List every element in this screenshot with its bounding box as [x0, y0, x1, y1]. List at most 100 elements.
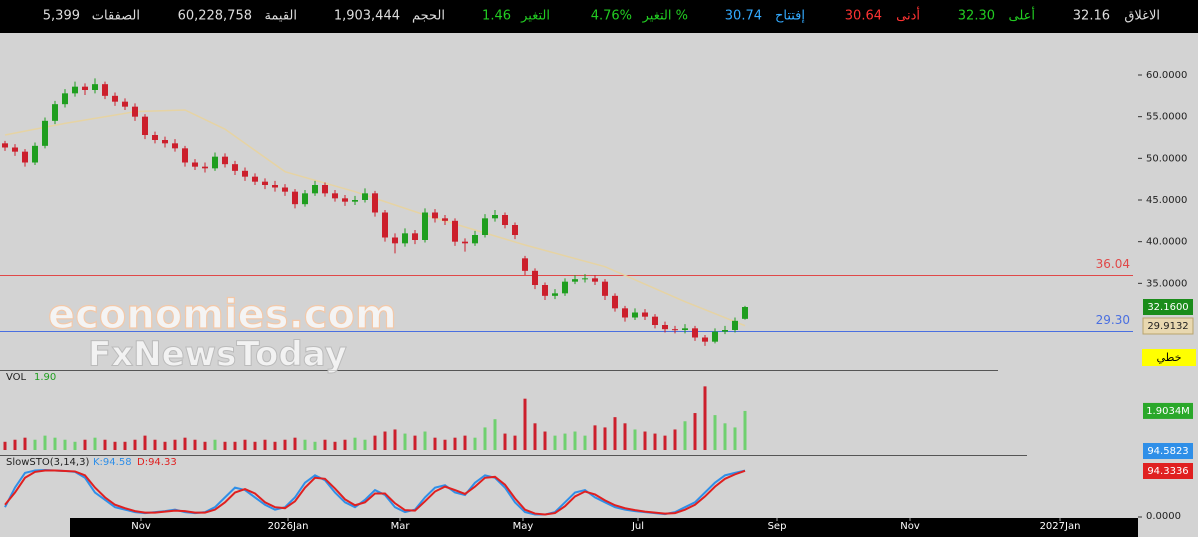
ma-value-box [1142, 317, 1194, 335]
volume-bar [113, 441, 117, 450]
candle-body [272, 185, 278, 188]
candle-body [672, 329, 678, 331]
horizontal-line-label: 36.04 [1096, 257, 1130, 271]
line-style-box[interactable] [1142, 349, 1196, 366]
volume-bar [33, 439, 37, 450]
candle-body [642, 312, 648, 317]
volume-bar [413, 435, 417, 450]
candle-body [122, 101, 128, 107]
candle-body [472, 235, 478, 244]
candle-body [52, 104, 58, 121]
volume-bar [373, 435, 377, 450]
y-tick-label: 40.0000 [1146, 237, 1187, 248]
volume-bar [433, 437, 437, 450]
volume-bar [43, 435, 47, 450]
stochastic-value-label: 94.3336 [1147, 466, 1188, 477]
candle-body [492, 215, 498, 219]
candle-body [92, 84, 98, 90]
volume-bar [603, 427, 607, 450]
candle-body [62, 93, 68, 105]
candle-body [482, 218, 488, 235]
candle-body [292, 191, 298, 205]
candle-body [182, 148, 188, 163]
volume-bar [423, 431, 427, 450]
candle-body [302, 193, 308, 205]
candle-body [192, 162, 198, 167]
volume-bar [273, 441, 277, 450]
candle-body [202, 166, 208, 169]
header-label: الاغلاق [1124, 9, 1160, 24]
stochastic-title: SlowSTO(3,14,3) [6, 457, 89, 468]
candle-body [712, 331, 718, 342]
candle-body [322, 185, 328, 194]
candle-body [152, 135, 158, 140]
header-label: إفتتاح [775, 9, 805, 24]
volume-bar [663, 435, 667, 450]
header-bar [0, 0, 1198, 33]
volume-bar [223, 441, 227, 450]
stochastic-value-box [1143, 443, 1193, 459]
volume-bar [563, 433, 567, 450]
watermark-text: economies.com [48, 292, 397, 338]
candle-body [142, 116, 148, 135]
candle-body [652, 316, 658, 325]
volume-bar [163, 441, 167, 450]
y-tick-label: 60.0000 [1146, 70, 1187, 81]
volume-bar [13, 439, 17, 450]
header-value: 5,399 [43, 9, 80, 24]
volume-bar [653, 433, 657, 450]
header-value: 30.64 [845, 9, 882, 24]
candle-body [172, 143, 178, 149]
candle-body [612, 295, 618, 309]
ma-value-label: 29.9132 [1147, 321, 1188, 332]
volume-bar [213, 439, 217, 450]
candle-body [532, 270, 538, 285]
volume-bar [683, 421, 687, 450]
volume-bar [443, 439, 447, 450]
volume-bar [323, 439, 327, 450]
candle-body [402, 233, 408, 244]
volume-bar [743, 410, 747, 450]
candle-body [112, 95, 118, 102]
candle-body [392, 237, 398, 244]
header-label: الحجم [412, 9, 445, 24]
y-tick-label: 45.0000 [1146, 195, 1187, 206]
volume-bar [253, 441, 257, 450]
volume-title-value: 1.90 [34, 372, 56, 383]
candle-body [312, 185, 318, 194]
x-tick-label: Nov [900, 521, 920, 532]
candle-body [592, 278, 598, 282]
volume-bar [143, 435, 147, 450]
volume-label-box [1143, 402, 1193, 419]
volume-bar [233, 441, 237, 450]
candle-body [562, 281, 568, 294]
volume-bar [633, 429, 637, 450]
watermark: economies.com FxNewsToday [47, 291, 397, 375]
volume-bar [123, 441, 127, 450]
candle-body [22, 151, 28, 163]
candle-body [602, 281, 608, 296]
volume-bar [393, 429, 397, 450]
line-style-label[interactable]: خطي [1157, 351, 1182, 364]
volume-bar [643, 431, 647, 450]
volume-bar [573, 431, 577, 450]
volume-bar [353, 437, 357, 450]
candle-body [502, 215, 508, 225]
stochastic-value-box [1143, 463, 1193, 479]
watermark-text: FxNewsToday [88, 335, 347, 375]
volume-bar [193, 439, 197, 450]
header-value: 1.46 [482, 9, 511, 24]
stochastic-line [4, 468, 746, 516]
candle-body [362, 193, 368, 200]
header-value: 60,228,758 [178, 9, 252, 24]
x-tick-label: Mar [391, 521, 411, 532]
horizontal-line-label: 29.30 [1096, 313, 1130, 327]
candle-body [2, 143, 8, 148]
volume-bar [553, 435, 557, 450]
candle-body [692, 328, 698, 338]
header-value: 32.30 [958, 9, 995, 24]
volume-bar [513, 435, 517, 450]
volume-bar [173, 439, 177, 450]
candle-body [662, 325, 668, 330]
